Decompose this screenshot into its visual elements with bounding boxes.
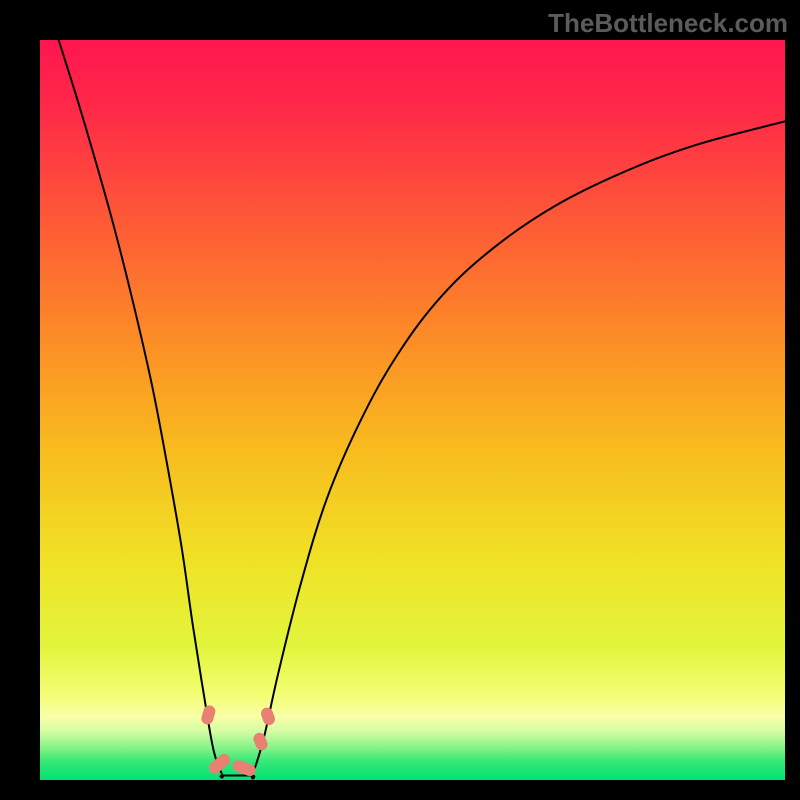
chart-container: TheBottleneck.com [0, 0, 800, 800]
gradient-background [40, 40, 785, 780]
plot-svg [40, 40, 785, 780]
watermark-text: TheBottleneck.com [548, 8, 788, 39]
plot-area [40, 40, 785, 780]
